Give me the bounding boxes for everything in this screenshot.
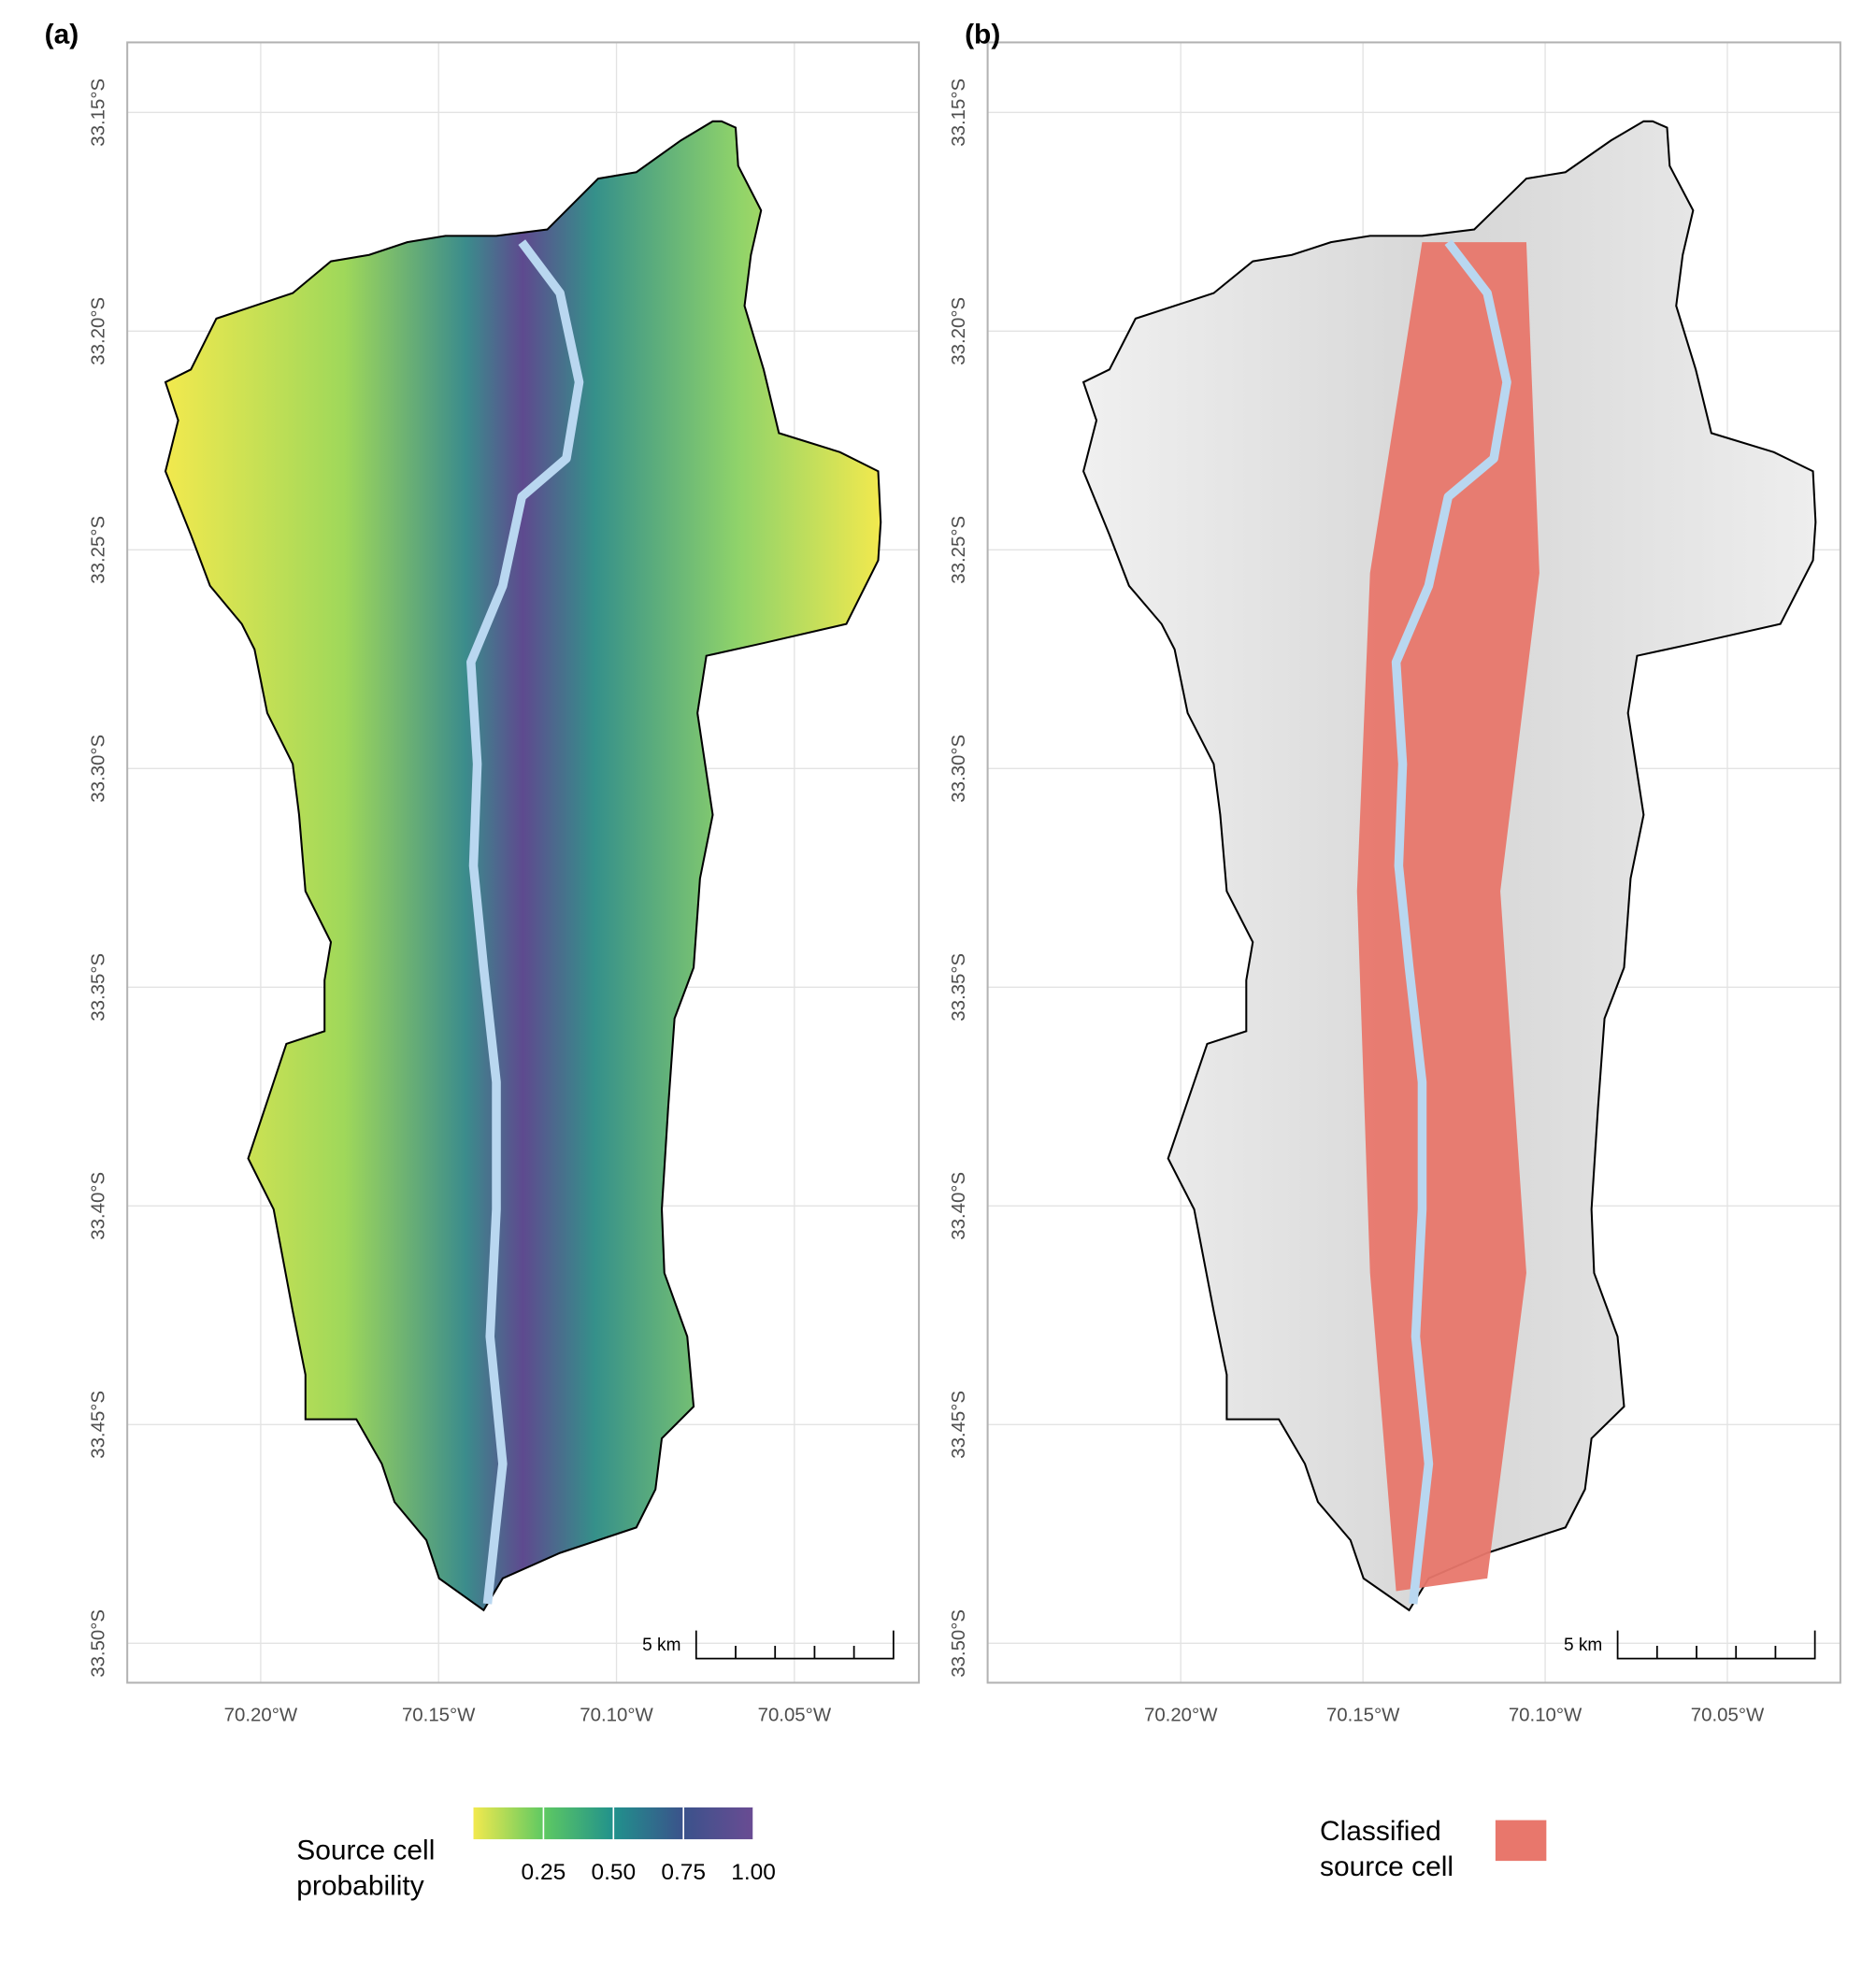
source-cells: [1356, 242, 1539, 1592]
y-tick-label: 33.20°S: [89, 297, 109, 365]
y-tick-label: 33.20°S: [949, 297, 969, 365]
map-panel: 70.20°W 70.15°W 70.10°W 70.05°W 33.15°S 33.20…: [949, 19, 1841, 1725]
river: [466, 239, 584, 1605]
colorbar-label: 0.50: [591, 1860, 636, 1885]
legend-title: source cell: [1320, 1851, 1454, 1882]
y-tick-label: 33.25°S: [949, 516, 969, 584]
y-tick-label: 33.30°S: [89, 735, 109, 803]
y-tick-label: 33.45°S: [949, 1391, 969, 1459]
scale-bar: [1616, 1630, 1816, 1660]
panel-label: (a): [45, 19, 79, 50]
x-tick-label: 70.20°W: [1144, 1705, 1218, 1725]
map-panel: 70.20°W 70.15°W 70.10°W 70.05°W 33.15°S 33.20…: [45, 19, 921, 1725]
y-tick-label: 33.15°S: [949, 79, 969, 147]
colorbar-label: 0.75: [661, 1860, 706, 1885]
legend-title: probability: [296, 1871, 423, 1902]
y-tick-label: 33.50°S: [89, 1609, 109, 1678]
scale-bar-label: 5 km: [1564, 1636, 1602, 1655]
legend-title: Source cell: [296, 1835, 435, 1865]
x-tick-label: 70.15°W: [402, 1705, 476, 1725]
y-tick-label: 33.35°S: [89, 953, 109, 1022]
x-tick-label: 70.20°W: [224, 1705, 298, 1725]
y-tick-label: 33.40°S: [949, 1172, 969, 1240]
river: [1391, 239, 1511, 1605]
y-tick-label: 33.25°S: [89, 516, 109, 584]
legend-title: Classified: [1320, 1816, 1441, 1847]
watershed: [164, 120, 882, 1612]
x-tick-label: 70.10°W: [580, 1705, 653, 1725]
y-tick-label: 33.50°S: [949, 1609, 969, 1678]
y-tick-label: 33.30°S: [949, 735, 969, 803]
legend-swatch: [1495, 1820, 1547, 1862]
scale-bar-label: 5 km: [642, 1636, 680, 1655]
panel-frame: [126, 41, 921, 1684]
x-tick-label: 70.10°W: [1509, 1705, 1582, 1725]
panel-frame: [986, 41, 1841, 1684]
y-tick-label: 33.15°S: [89, 79, 109, 147]
x-tick-label: 70.05°W: [758, 1705, 832, 1725]
y-tick-label: 33.35°S: [949, 953, 969, 1022]
y-tick-label: 33.40°S: [89, 1172, 109, 1240]
y-tick-label: 33.45°S: [89, 1391, 109, 1459]
scale-bar: [695, 1630, 895, 1660]
panel-label: (b): [965, 19, 1000, 50]
colorbar-label: 0.25: [522, 1860, 566, 1885]
colorbar-label: 1.00: [731, 1860, 776, 1885]
x-tick-label: 70.05°W: [1691, 1705, 1765, 1725]
x-tick-label: 70.15°W: [1326, 1705, 1400, 1725]
